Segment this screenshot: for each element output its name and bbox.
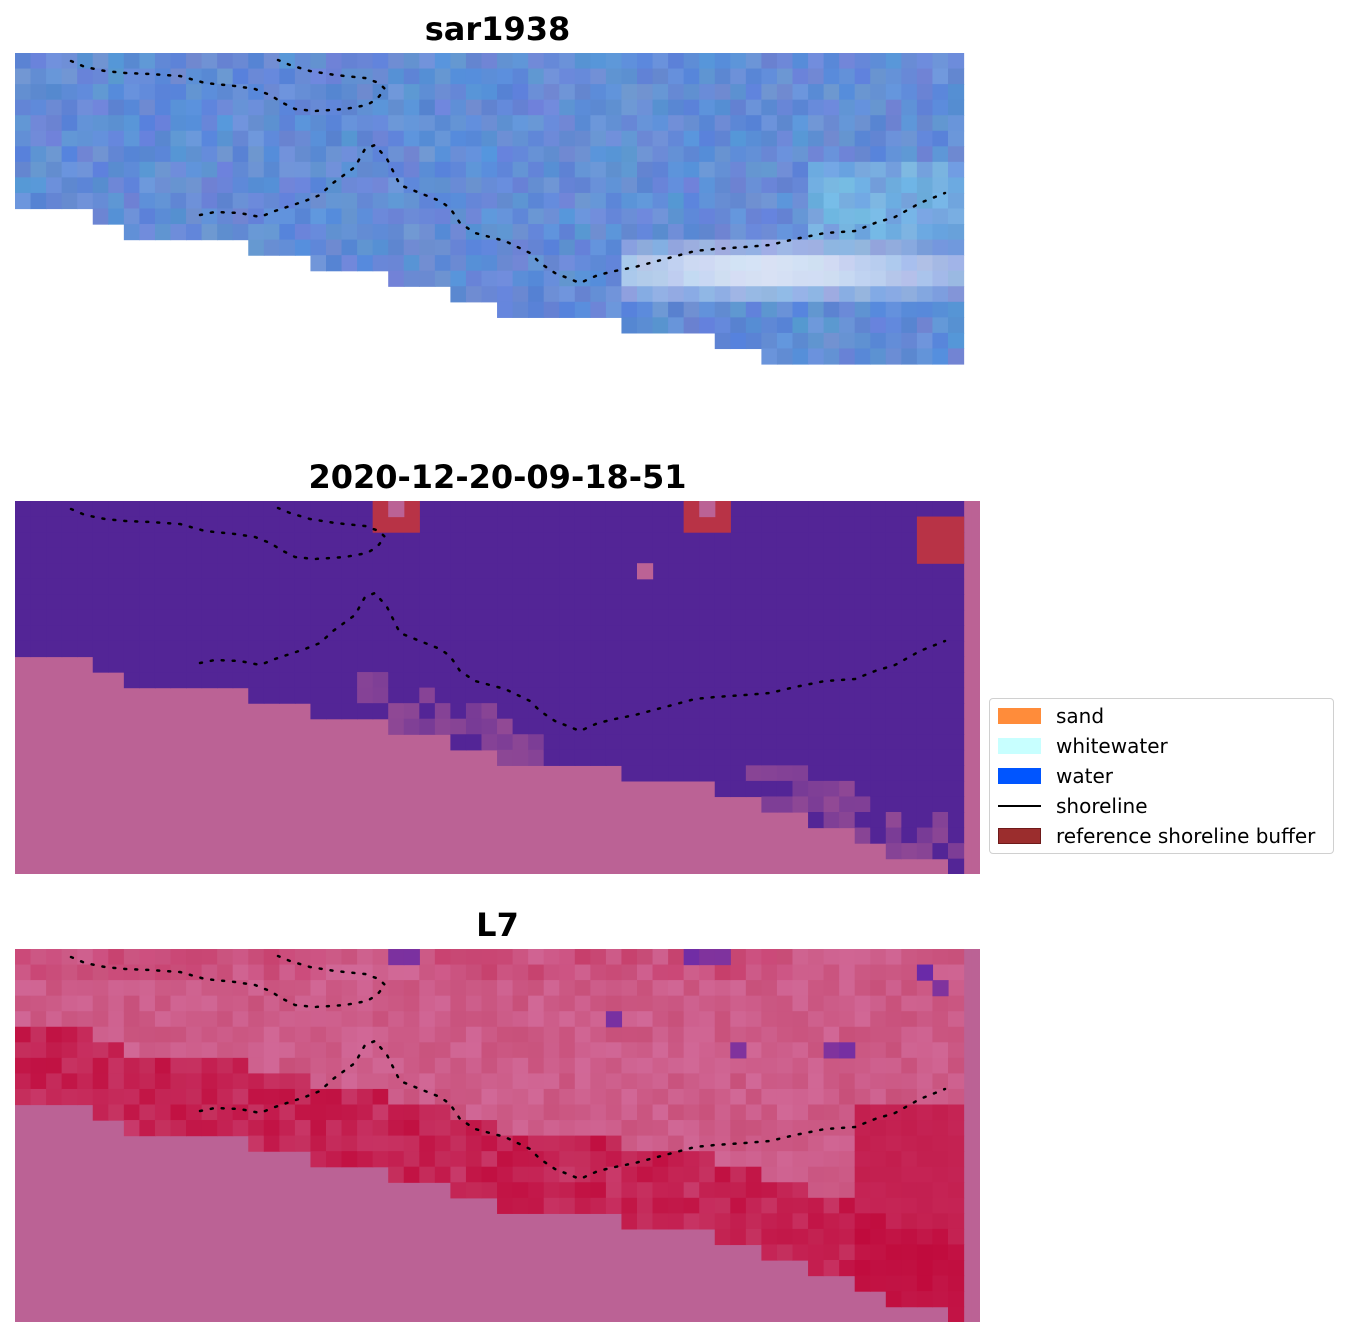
index-spot [388, 949, 405, 966]
legend: sand whitewater water shoreline referenc… [989, 698, 1334, 854]
index-spot [730, 1042, 747, 1059]
sand-swatch [998, 708, 1041, 724]
classification-image [15, 501, 980, 874]
legend-item-whitewater: whitewater [990, 731, 1333, 761]
index-spot [823, 1042, 840, 1059]
index-spot [699, 949, 716, 966]
shoreline-lower [198, 143, 947, 285]
rgb-pixels [15, 53, 965, 365]
panel-title-rgb: sar1938 [424, 10, 571, 48]
shoreline-lower [198, 591, 947, 733]
rgb-image-panel [15, 53, 980, 365]
index-spot [605, 1011, 623, 1028]
legend-label: whitewater [1056, 734, 1168, 758]
index-spot [714, 949, 731, 966]
legend-label: reference shoreline buffer [1056, 824, 1316, 848]
legend-item-water: water [990, 761, 1333, 791]
water-swatch [998, 768, 1041, 784]
rgb-image [15, 53, 965, 365]
classification-panel [15, 501, 980, 874]
legend-item-reference-buffer: reference shoreline buffer [990, 821, 1333, 851]
buffer-block [916, 516, 965, 564]
panel-title-classification: 2020-12-20-09-18-51 [308, 458, 687, 496]
legend-label: water [1056, 764, 1113, 788]
shoreline-upper [69, 506, 387, 561]
legend-item-sand: sand [990, 701, 1333, 731]
index-panel [15, 949, 980, 1322]
whitewater-swatch [998, 738, 1041, 754]
index-spot [683, 949, 700, 966]
buffer-swatch [998, 828, 1041, 844]
panel-title-index: L7 [476, 906, 519, 944]
shoreline-lower [198, 1039, 947, 1181]
index-spot [932, 980, 949, 997]
index-spot [916, 964, 934, 981]
shoreline-upper [69, 954, 387, 1009]
index-image [15, 949, 980, 1322]
shoreline-line-swatch [998, 805, 1041, 807]
legend-label: sand [1056, 704, 1105, 728]
index-spot [403, 949, 420, 966]
shoreline-upper [69, 58, 387, 113]
legend-item-shoreline: shoreline [990, 791, 1333, 821]
index-spot [839, 1042, 856, 1059]
legend-label: shoreline [1056, 794, 1148, 818]
